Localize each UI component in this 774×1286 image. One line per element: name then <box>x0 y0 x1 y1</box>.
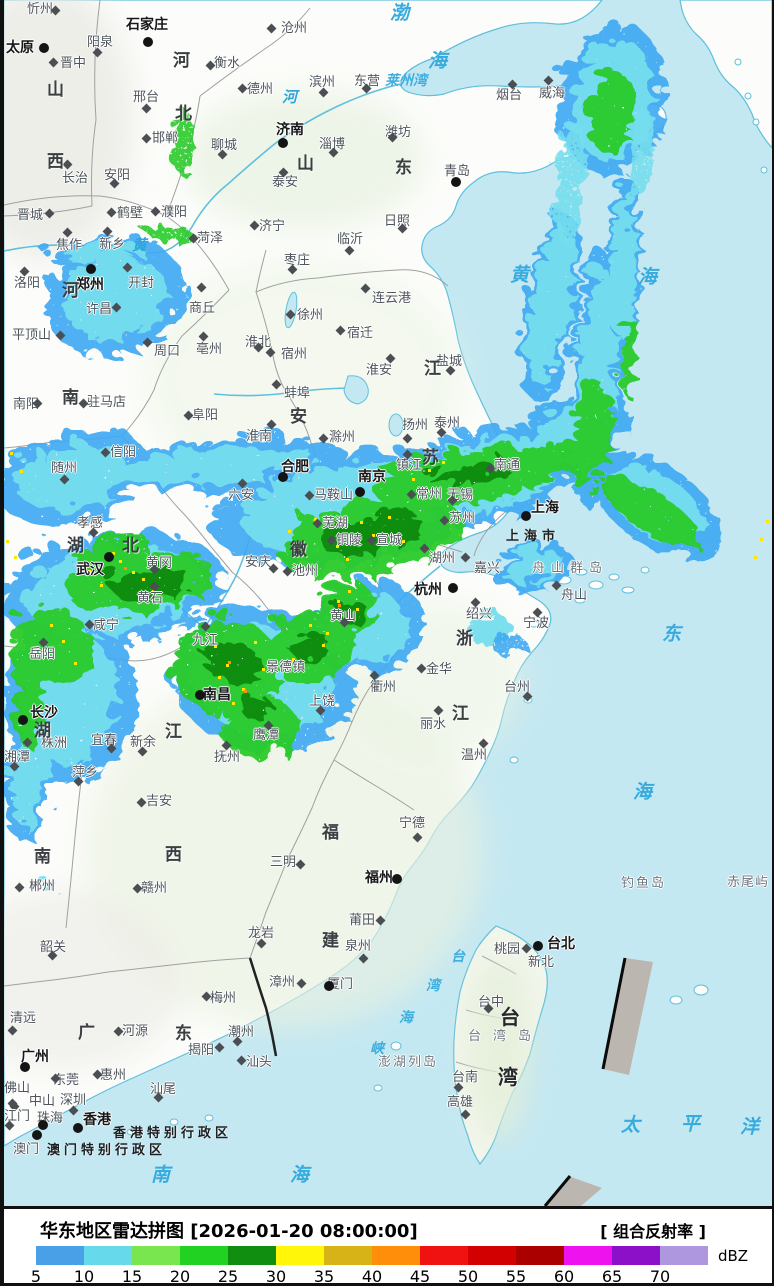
fujian-guangdong-border <box>248 957 278 1057</box>
colorbar-segment <box>468 1246 516 1265</box>
colorbar-segment <box>324 1246 372 1265</box>
colorbar-tick: 50 <box>457 1267 479 1286</box>
colorbar-tick: 10 <box>73 1267 95 1286</box>
colorbar-tick: 5 <box>30 1267 42 1286</box>
colorbar-segment <box>372 1246 420 1265</box>
product-label: [ 组合反射率 ] <box>600 1222 706 1241</box>
korea-islands <box>734 58 768 174</box>
colorbar-tick: 40 <box>361 1267 383 1286</box>
legend-panel: 华东地区雷达拼图 [2026-01-20 08:00:00] [ 组合反射率 ]… <box>4 1206 772 1286</box>
lake-hongze <box>343 375 369 405</box>
radar-echo-orange-cores <box>124 567 341 693</box>
colorbar-segment <box>228 1246 276 1265</box>
colorbar-segment <box>564 1246 612 1265</box>
beam-blockage-band-2 <box>543 1175 602 1206</box>
colorbar-tick: 25 <box>217 1267 239 1286</box>
huai-river <box>213 387 355 397</box>
colorbar-tick: 15 <box>121 1267 143 1286</box>
colorbar-segment <box>276 1246 324 1265</box>
colorbar-tick: 55 <box>505 1267 527 1286</box>
colorbar-tick: 45 <box>409 1267 431 1286</box>
colorbar-segment <box>132 1246 180 1265</box>
radar-echo-scattered <box>36 101 645 886</box>
beam-blockage-band-1 <box>601 957 653 1075</box>
colorbar-tick: 60 <box>553 1267 575 1286</box>
colorbar-segment <box>420 1246 468 1265</box>
colorbar-segment <box>660 1246 708 1265</box>
unit-label: dBZ <box>718 1247 749 1265</box>
map-title: 华东地区雷达拼图 [2026-01-20 08:00:00] <box>40 1221 418 1242</box>
colorbar-segment <box>84 1246 132 1265</box>
lake-gaoyou <box>388 413 404 437</box>
colorbar-ticks: 5 10 15 20 25 30 35 40 45 50 55 60 65 70 <box>4 1267 772 1286</box>
colorbar-segment <box>612 1246 660 1265</box>
colorbar-tick: 70 <box>649 1267 671 1286</box>
basemap-svg <box>4 0 772 1206</box>
colorbar-tick: 20 <box>169 1267 191 1286</box>
colorbar <box>36 1246 708 1265</box>
radar-map: 忻州 太原 阳泉 晋中 石家庄 衡水 沧州 邢台 德州 滨州 东营 济南 聊城 淄博 邯郸 泰安 长治 安阳 潍坊烟… <box>4 0 772 1206</box>
colorbar-segment <box>36 1246 84 1265</box>
colorbar-tick: 35 <box>313 1267 335 1286</box>
colorbar-segment <box>516 1246 564 1265</box>
colorbar-tick: 30 <box>265 1267 287 1286</box>
colorbar-segment <box>180 1246 228 1265</box>
colorbar-tick: 65 <box>601 1267 623 1286</box>
